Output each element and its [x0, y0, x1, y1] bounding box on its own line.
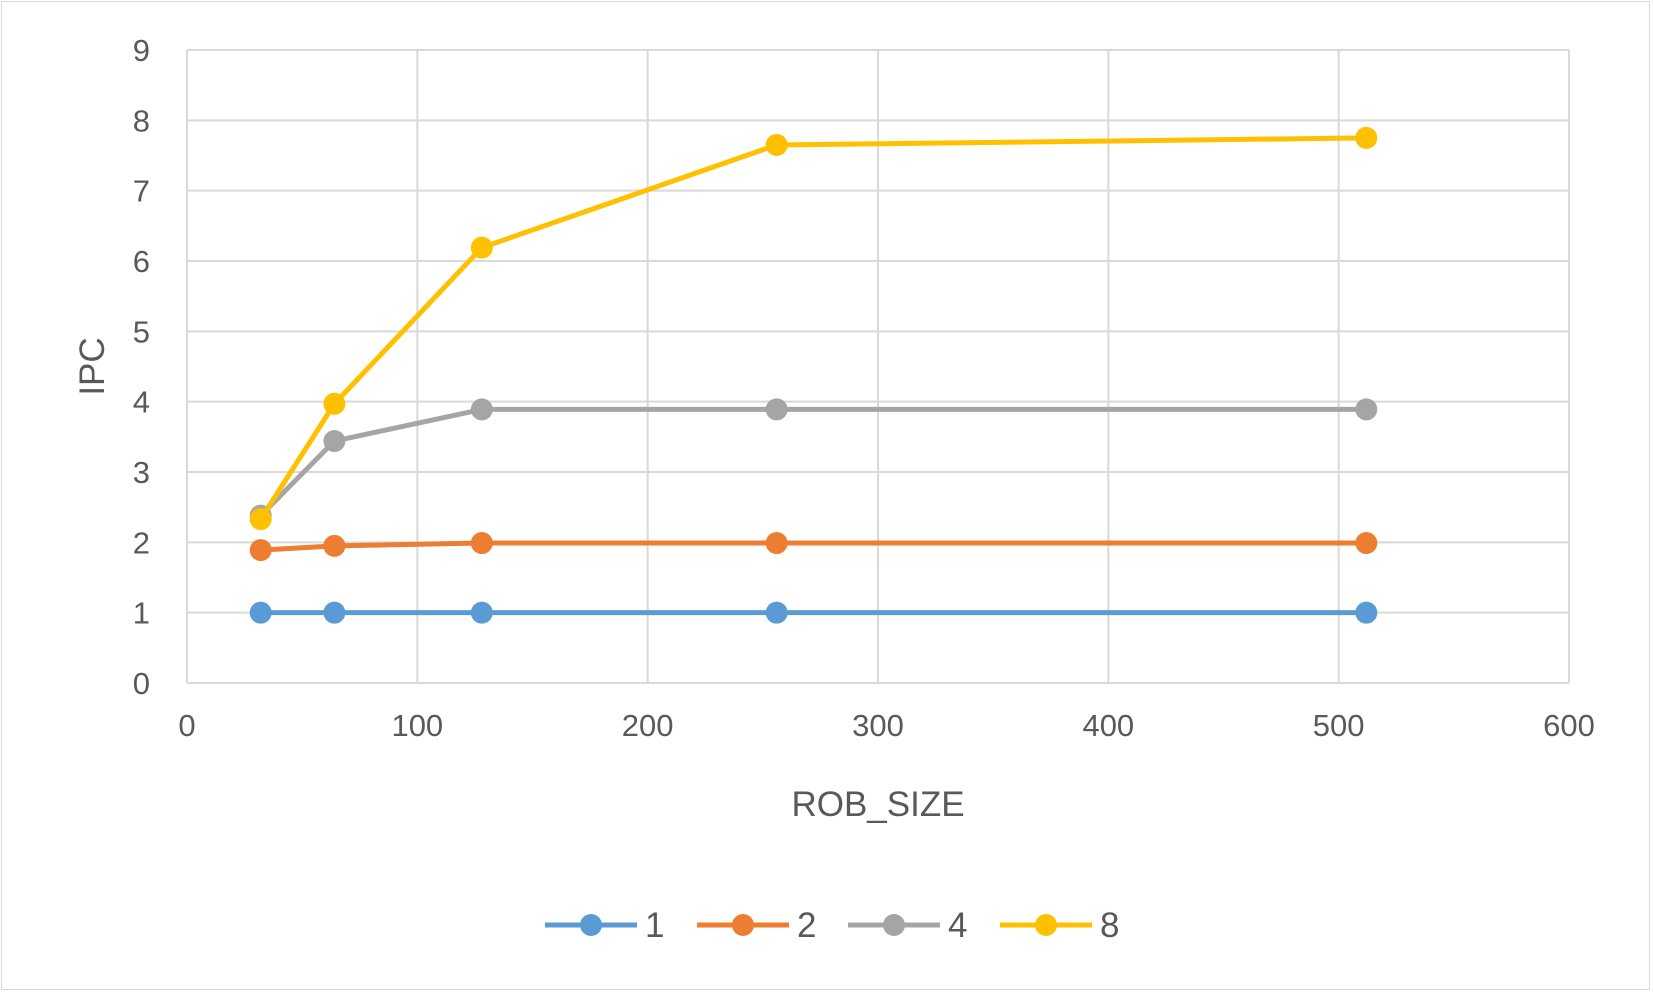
legend-item-8: 8	[1000, 906, 1119, 945]
data-point-2-2	[470, 532, 493, 555]
series-line-8	[258, 135, 1367, 521]
series-line-4	[258, 406, 1367, 518]
series-1	[249, 601, 1378, 624]
data-point-2-0	[249, 539, 272, 562]
y-tick-label-1: 1	[133, 596, 150, 631]
x-tick-label-6: 600	[1543, 708, 1595, 743]
x-tick-label-1: 100	[391, 708, 443, 743]
data-point-4-1	[323, 430, 346, 453]
x-tick-label-4: 400	[1082, 708, 1134, 743]
data-point-4-2	[470, 398, 493, 421]
legend-label-4: 4	[948, 906, 967, 945]
x-axis-ticks: 0 100 200 300 400 500 600	[178, 708, 1594, 743]
y-tick-label-5: 5	[133, 314, 150, 349]
data-point-2-1	[323, 534, 346, 557]
y-tick-label-2: 2	[133, 525, 150, 560]
series-line-2	[260, 540, 1367, 553]
legend-label-2: 2	[797, 906, 816, 945]
legend-item-4: 4	[848, 906, 967, 945]
data-point-8-2	[470, 236, 493, 259]
y-tick-label-7: 7	[133, 174, 150, 209]
legend-swatch-marker-1	[580, 914, 602, 936]
legend-swatch-marker-4	[883, 914, 905, 936]
legend-label-8: 8	[1100, 906, 1119, 945]
data-point-1-3	[765, 601, 788, 624]
x-tick-label-3: 300	[852, 708, 904, 743]
data-point-1-2	[470, 601, 493, 624]
y-tick-label-4: 4	[133, 385, 150, 420]
data-point-1-1	[323, 601, 346, 624]
data-point-8-3	[765, 133, 788, 156]
data-point-1-4	[1355, 601, 1378, 624]
legend-label-1: 1	[645, 906, 664, 945]
series-4	[249, 398, 1378, 527]
data-point-4-4	[1355, 398, 1378, 421]
legend-swatch-marker-8	[1035, 914, 1057, 936]
data-point-2-4	[1355, 532, 1378, 555]
x-axis-label: ROB_SIZE	[791, 785, 964, 824]
legend: 1 2 4 8	[545, 906, 1119, 945]
series-8	[249, 126, 1378, 531]
x-tick-label-5: 500	[1313, 708, 1365, 743]
data-point-1-0	[249, 601, 272, 624]
y-tick-label-9: 9	[133, 33, 150, 68]
y-tick-label-8: 8	[133, 103, 150, 138]
legend-item-1: 1	[545, 906, 664, 945]
legend-item-2: 2	[697, 906, 816, 945]
data-point-8-0	[249, 508, 272, 531]
series-group	[249, 126, 1378, 624]
y-tick-label-0: 0	[133, 666, 150, 701]
y-tick-label-6: 6	[133, 244, 150, 279]
data-point-2-3	[765, 532, 788, 555]
x-tick-label-2: 200	[622, 708, 674, 743]
data-point-8-1	[323, 392, 346, 415]
y-axis-ticks: 0 1 2 3 4 5 6 7 8 9	[133, 33, 150, 701]
y-tick-label-3: 3	[133, 455, 150, 490]
data-point-8-4	[1355, 126, 1378, 149]
x-tick-label-0: 0	[178, 708, 195, 743]
y-axis-label: IPC	[73, 337, 112, 395]
legend-swatch-marker-2	[732, 914, 754, 936]
data-point-4-3	[765, 398, 788, 421]
series-2	[249, 532, 1378, 562]
